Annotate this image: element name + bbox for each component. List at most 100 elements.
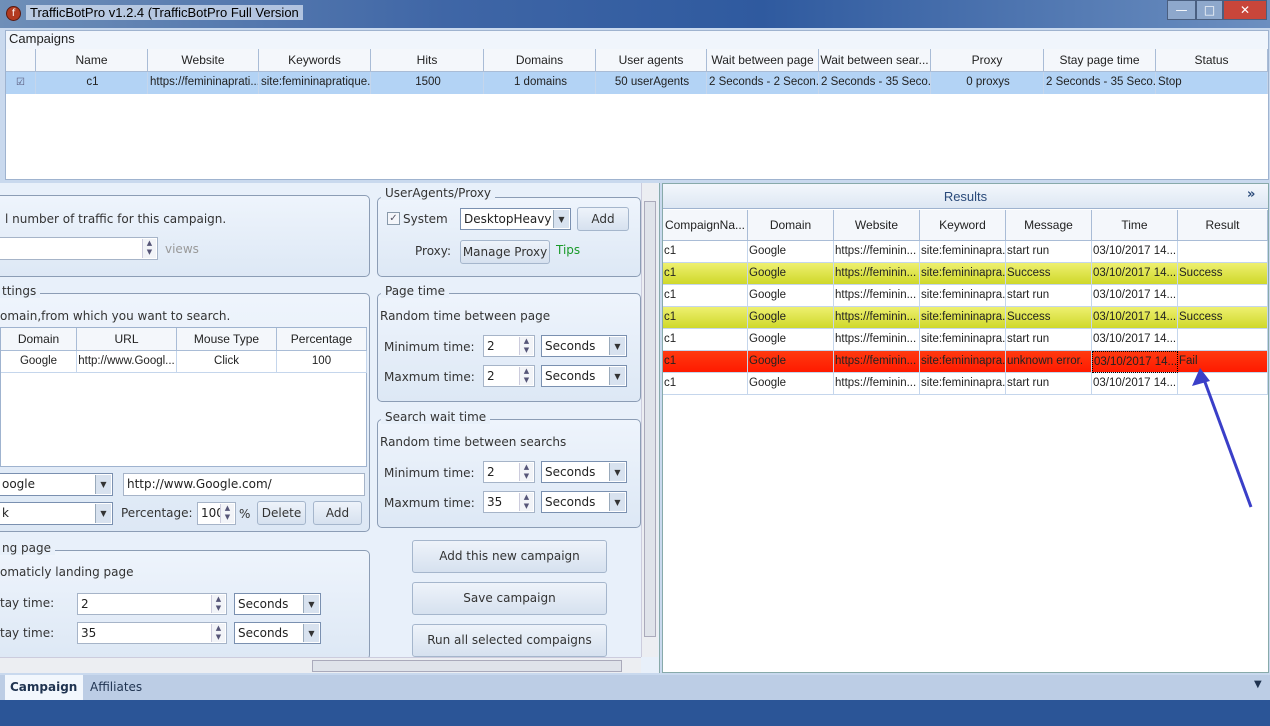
- table-cell: c1: [663, 351, 748, 373]
- minimize-button[interactable]: —: [1167, 0, 1196, 20]
- landing-min-unit-select[interactable]: Seconds ▼: [234, 593, 321, 615]
- tab-campaign[interactable]: Campaign: [5, 675, 83, 700]
- table-cell[interactable]: Google: [1, 351, 77, 373]
- window-title: TrafficBotPro v1.2.4 (TrafficBotPro Full…: [26, 5, 303, 20]
- table-row[interactable]: c1 Google https://feminin... site:femininap…: [663, 241, 1268, 263]
- column-header[interactable]: Stay page time: [1044, 49, 1156, 72]
- traffic-spinner[interactable]: ▲ ▼: [142, 239, 156, 258]
- table-cell: site:femininapra...: [920, 329, 1006, 351]
- column-header[interactable]: Wait between page: [707, 49, 819, 72]
- spinner[interactable]: ▲ ▼: [519, 463, 533, 481]
- domain-select[interactable]: oogle ▼: [0, 473, 113, 496]
- search-settings-legend: ttings: [0, 284, 41, 298]
- table-row[interactable]: c1 Google https://feminin... site:femininap…: [663, 329, 1268, 351]
- column-header[interactable]: Time: [1092, 210, 1178, 241]
- column-header[interactable]: Percentage: [277, 328, 367, 351]
- delete-domain-button[interactable]: Delete: [257, 501, 306, 525]
- column-header[interactable]: Hits: [371, 49, 484, 72]
- table-cell[interactable]: 100: [277, 351, 367, 373]
- add-useragent-button[interactable]: Add: [577, 207, 629, 231]
- scrollbar-thumb[interactable]: [312, 660, 622, 672]
- table-cell: 03/10/2017 14...: [1092, 329, 1178, 351]
- table-cell[interactable]: http://www.Googl...: [77, 351, 177, 373]
- save-campaign-button[interactable]: Save campaign: [412, 582, 607, 615]
- table-cell[interactable]: Click: [177, 351, 277, 373]
- spinner[interactable]: ▲ ▼: [519, 493, 533, 511]
- percentage-spinner[interactable]: ▲ ▼: [220, 504, 234, 523]
- spinner[interactable]: ▲ ▼: [519, 337, 533, 355]
- table-cell: 0 proxys: [931, 72, 1044, 94]
- useragent-select[interactable]: DesktopHeavy ▼: [460, 208, 571, 230]
- column-header[interactable]: Domain: [1, 328, 77, 351]
- column-header[interactable]: Name: [36, 49, 148, 72]
- add-campaign-button[interactable]: Add this new campaign: [412, 540, 607, 573]
- column-header[interactable]: Keywords: [259, 49, 371, 72]
- landing-max-input[interactable]: 35 ▲ ▼: [77, 622, 227, 644]
- landing-max-unit-select[interactable]: Seconds ▼: [234, 622, 321, 644]
- table-cell: https://feminin...: [834, 373, 920, 395]
- column-header[interactable]: URL: [77, 328, 177, 351]
- table-row[interactable]: c1 Google https://feminin... site:femininap…: [663, 307, 1268, 329]
- table-cell: [1178, 241, 1268, 263]
- column-header[interactable]: Domain: [748, 210, 834, 241]
- maximize-button[interactable]: □: [1196, 0, 1223, 20]
- system-checkbox[interactable]: ✓: [387, 212, 400, 225]
- column-header[interactable]: Keyword: [920, 210, 1006, 241]
- table-row[interactable]: ☑ c1 https://femininaprati... site:feminina…: [6, 72, 1268, 94]
- run-all-button[interactable]: Run all selected compaigns: [412, 624, 607, 657]
- landing-min-input[interactable]: 2 ▲ ▼: [77, 593, 227, 615]
- table-row[interactable]: c1 Google https://feminin... site:femininap…: [663, 285, 1268, 307]
- page-max-unit-select[interactable]: Seconds ▼: [541, 365, 627, 387]
- proxy-label: Proxy:: [415, 244, 452, 258]
- percentage-input[interactable]: 100 ▲ ▼: [197, 502, 236, 525]
- scrollbar-thumb[interactable]: [644, 201, 656, 637]
- column-header[interactable]: Mouse Type: [177, 328, 277, 351]
- search-min-input[interactable]: 2 ▲ ▼: [483, 461, 535, 483]
- mouse-type-select[interactable]: k ▼: [0, 502, 113, 525]
- search-max-unit-select[interactable]: Seconds ▼: [541, 491, 627, 513]
- horizontal-scrollbar[interactable]: [0, 657, 641, 673]
- traffic-input[interactable]: ▲ ▼: [0, 237, 158, 260]
- tab-affiliates[interactable]: Affiliates: [90, 680, 143, 694]
- row-checkbox[interactable]: ☑: [6, 72, 36, 94]
- column-header[interactable]: Status: [1156, 49, 1268, 72]
- tab-menu-chevron-icon[interactable]: ▼: [1254, 679, 1262, 690]
- spinner[interactable]: ▲ ▼: [211, 595, 225, 613]
- table-cell: unknown error.: [1006, 351, 1092, 373]
- column-header[interactable]: Website: [148, 49, 259, 72]
- vertical-scrollbar[interactable]: [641, 183, 658, 657]
- column-header[interactable]: [6, 49, 36, 72]
- close-button[interactable]: ✕: [1223, 0, 1267, 20]
- table-cell: start run: [1006, 373, 1092, 395]
- table-cell: Google: [748, 241, 834, 263]
- column-header[interactable]: Website: [834, 210, 920, 241]
- page-min-input[interactable]: 2 ▲ ▼: [483, 335, 535, 357]
- unit-value: Seconds: [545, 465, 596, 479]
- table-cell: Success: [1178, 263, 1268, 285]
- column-header[interactable]: Domains: [484, 49, 596, 72]
- spinner[interactable]: ▲ ▼: [519, 367, 533, 385]
- table-cell: Google: [748, 307, 834, 329]
- column-header[interactable]: Proxy: [931, 49, 1044, 72]
- column-header[interactable]: Wait between sear...: [819, 49, 931, 72]
- table-row[interactable]: c1 Google https://feminin... site:femininap…: [663, 351, 1268, 373]
- column-header[interactable]: Message: [1006, 210, 1092, 241]
- column-header[interactable]: Result: [1178, 210, 1268, 241]
- spinner[interactable]: ▲ ▼: [211, 624, 225, 642]
- table-cell: site:femininapratique....: [259, 72, 371, 94]
- page-max-input[interactable]: 2 ▲ ▼: [483, 365, 535, 387]
- column-header[interactable]: CompaignNa...: [663, 210, 748, 241]
- tips-link[interactable]: Tips: [556, 243, 581, 257]
- page-min-unit-select[interactable]: Seconds ▼: [541, 335, 627, 357]
- table-cell: 2 Seconds - 2 Secon...: [707, 72, 819, 94]
- unit-value: Seconds: [545, 369, 596, 383]
- search-max-input[interactable]: 35 ▲ ▼: [483, 491, 535, 513]
- search-min-unit-select[interactable]: Seconds ▼: [541, 461, 627, 483]
- url-input[interactable]: http://www.Google.com/: [123, 473, 365, 496]
- column-header[interactable]: User agents: [596, 49, 707, 72]
- table-row[interactable]: c1 Google https://feminin... site:femininap…: [663, 373, 1268, 395]
- expand-icon[interactable]: »: [1247, 187, 1256, 202]
- add-domain-button[interactable]: Add: [313, 501, 362, 525]
- table-row[interactable]: c1 Google https://feminin... site:femininap…: [663, 263, 1268, 285]
- manage-proxy-button[interactable]: Manage Proxy: [460, 240, 550, 264]
